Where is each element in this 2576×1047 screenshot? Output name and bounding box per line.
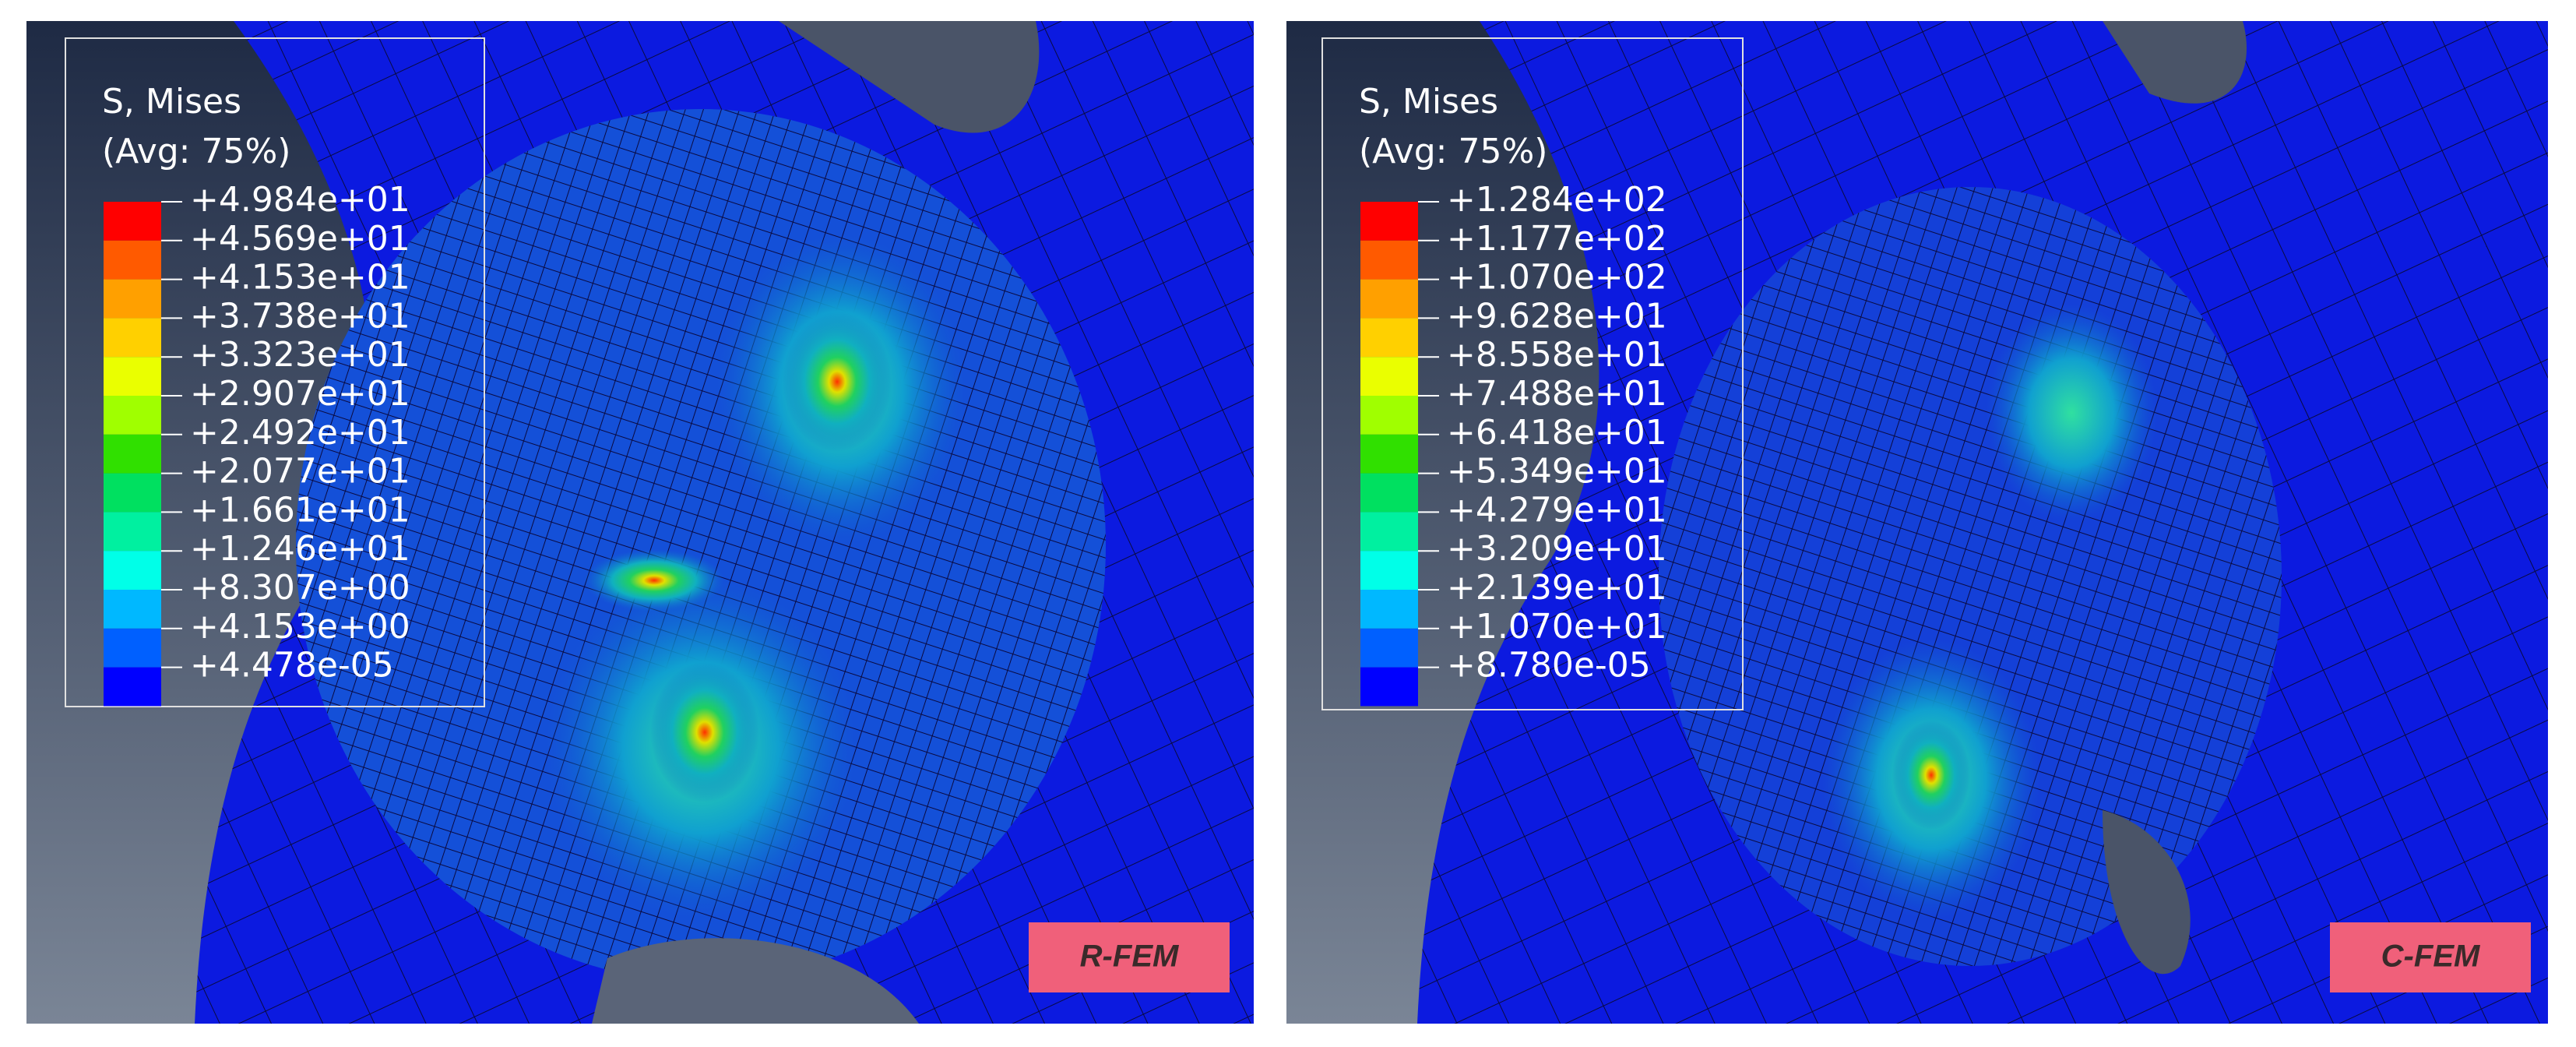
fem-plot-left <box>26 21 1254 1024</box>
legend-label: +3.738e+01 <box>190 296 410 336</box>
fem-plot-right <box>1286 21 2548 1024</box>
legend-label: +1.070e+01 <box>1447 607 1667 647</box>
legend-label: +1.284e+02 <box>1447 180 1667 220</box>
legend-label: +7.488e+01 <box>1447 374 1667 414</box>
legend-label: +2.907e+01 <box>190 374 410 414</box>
legend-swatch <box>104 434 161 474</box>
legend-swatch <box>104 667 161 707</box>
badge <box>2330 922 2531 992</box>
legend-label: +1.070e+02 <box>1447 258 1667 298</box>
badge-text: C-FEM <box>2381 939 2481 974</box>
legend-label: +8.307e+00 <box>190 568 410 608</box>
legend-swatch <box>1360 396 1418 435</box>
legend-label: +8.780e-05 <box>1447 646 1651 686</box>
legend-subtitle: (Avg: 75%) <box>102 132 290 171</box>
legend-label: +5.349e+01 <box>1447 452 1667 492</box>
legend-label: +9.628e+01 <box>1447 296 1667 336</box>
legend-label: +2.492e+01 <box>190 413 410 453</box>
legend-label: +3.209e+01 <box>1447 529 1667 569</box>
legend-swatch <box>1360 551 1418 590</box>
legend-label: +4.153e+00 <box>190 607 410 647</box>
legend-title: S, Mises <box>102 82 241 122</box>
legend-swatch <box>104 551 161 590</box>
legend-label: +4.569e+01 <box>190 219 410 259</box>
legend-swatch <box>1360 667 1418 707</box>
legend-box <box>1321 37 1744 710</box>
legend-swatch <box>104 357 161 396</box>
legend-swatch <box>1360 240 1418 280</box>
legend-label: +2.139e+01 <box>1447 568 1667 608</box>
legend-label: +4.478e-05 <box>190 646 394 686</box>
legend-swatch <box>104 473 161 513</box>
legend-label: +4.279e+01 <box>1447 490 1667 530</box>
legend-swatch <box>104 396 161 435</box>
badge-text: R-FEM <box>1080 939 1180 974</box>
legend-swatch <box>104 512 161 552</box>
badge <box>1029 922 1230 992</box>
legend-swatch <box>1360 434 1418 474</box>
legend: S, Mises(Avg: 75%)+4.984e+01+4.569e+01+4… <box>65 37 485 707</box>
legend-swatch <box>1360 628 1418 668</box>
legend-swatch <box>104 628 161 668</box>
legend-swatch <box>1360 590 1418 629</box>
legend-label: +1.661e+01 <box>190 490 410 530</box>
legend-swatch <box>104 590 161 629</box>
legend-swatch <box>1360 473 1418 513</box>
legend-swatch <box>1360 512 1418 552</box>
legend-swatch <box>1360 357 1418 396</box>
legend-swatch <box>104 202 161 241</box>
legend-swatch <box>1360 279 1418 319</box>
legend-swatch <box>1360 318 1418 358</box>
legend-swatch <box>104 279 161 319</box>
legend-label: +3.323e+01 <box>190 335 410 375</box>
legend-swatch <box>1360 202 1418 241</box>
legend-label: +4.984e+01 <box>190 180 410 220</box>
legend-label: +8.558e+01 <box>1447 335 1667 375</box>
legend-box <box>65 37 485 707</box>
legend-label: +4.153e+01 <box>190 258 410 298</box>
legend-swatch <box>104 240 161 280</box>
legend-subtitle: (Avg: 75%) <box>1359 132 1547 171</box>
legend-swatch <box>104 318 161 358</box>
legend: S, Mises(Avg: 75%)+1.284e+02+1.177e+02+1… <box>1321 37 1744 710</box>
legend-title: S, Mises <box>1359 82 1498 122</box>
legend-label: +1.177e+02 <box>1447 219 1667 259</box>
legend-label: +1.246e+01 <box>190 529 410 569</box>
legend-label: +6.418e+01 <box>1447 413 1667 453</box>
legend-label: +2.077e+01 <box>190 452 410 492</box>
